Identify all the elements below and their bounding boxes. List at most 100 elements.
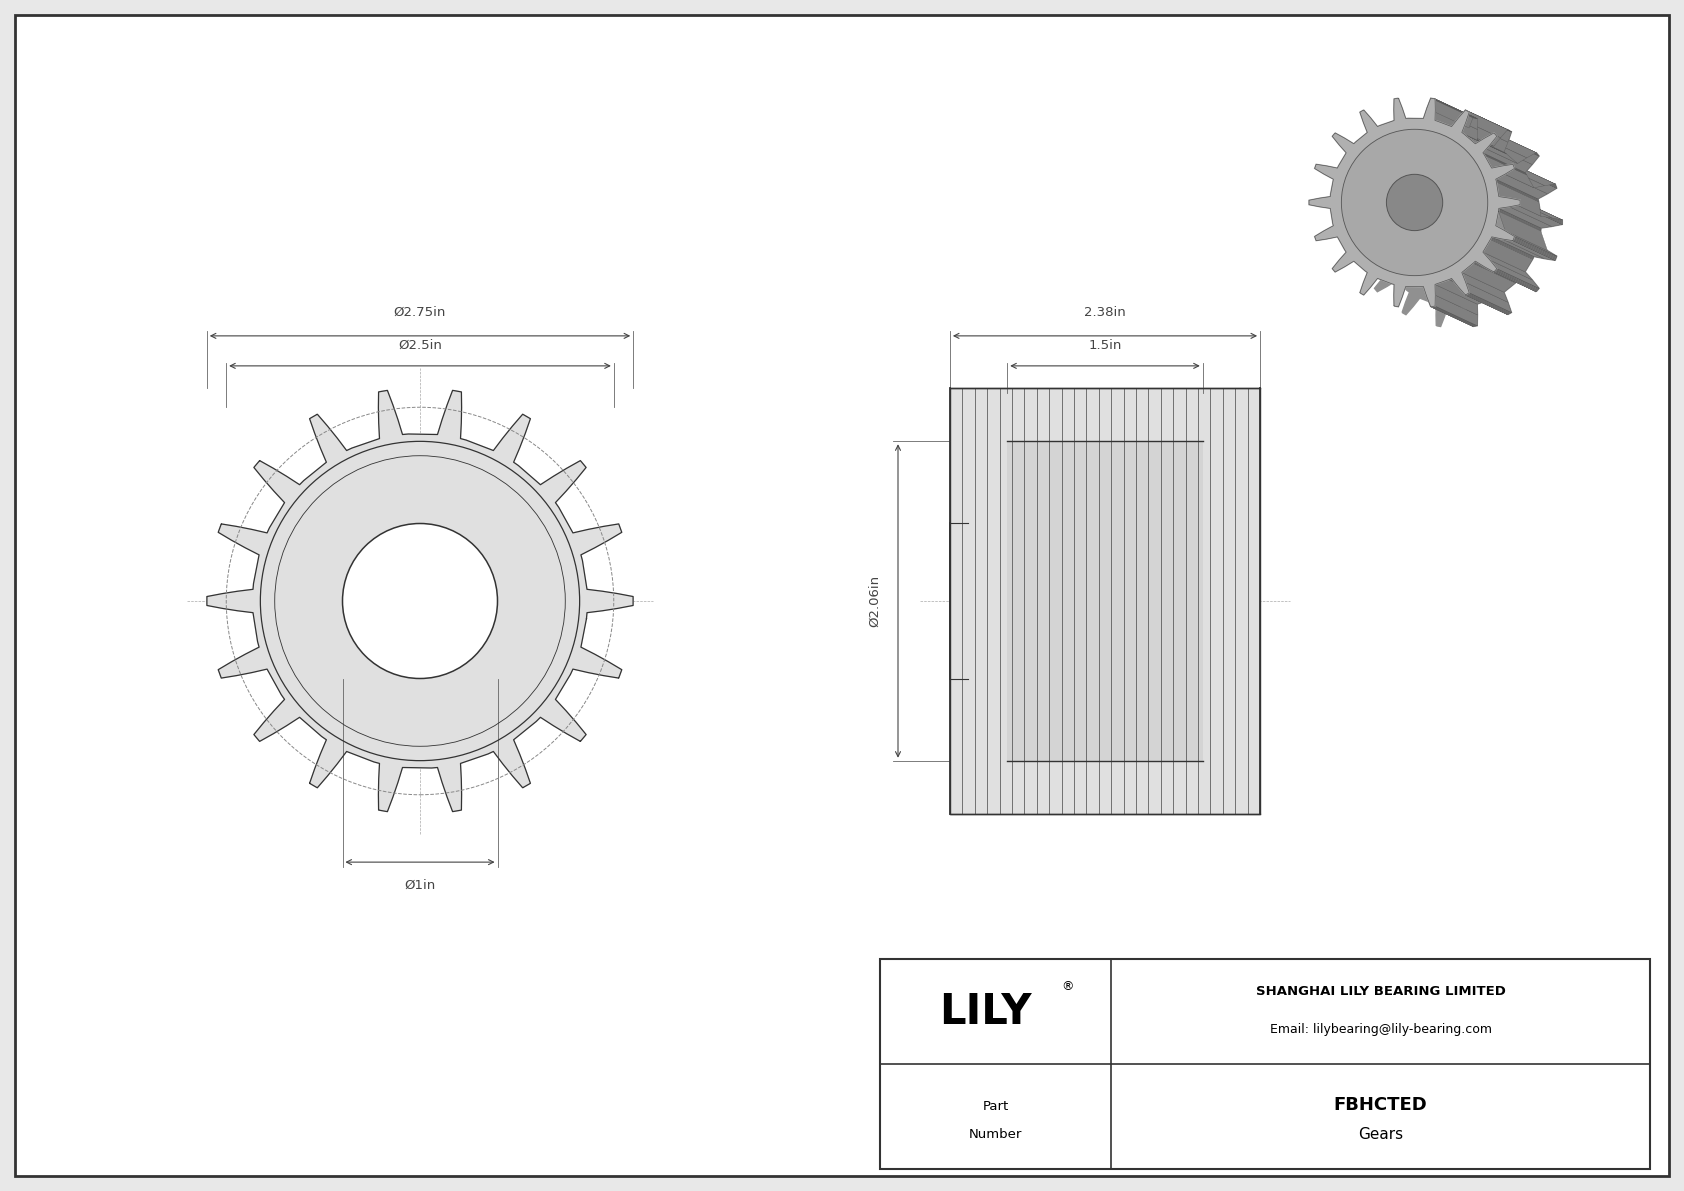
Polygon shape <box>1462 132 1505 152</box>
Polygon shape <box>1462 123 1507 152</box>
Polygon shape <box>1484 154 1526 174</box>
Polygon shape <box>1499 210 1541 230</box>
Polygon shape <box>1499 197 1551 218</box>
Polygon shape <box>1484 252 1532 280</box>
Polygon shape <box>1502 239 1556 261</box>
Polygon shape <box>1514 237 1556 256</box>
Text: LILY: LILY <box>940 991 1032 1033</box>
Polygon shape <box>1485 267 1536 292</box>
Polygon shape <box>1495 179 1537 200</box>
Polygon shape <box>1514 166 1556 186</box>
Polygon shape <box>1514 167 1556 187</box>
Polygon shape <box>1465 282 1512 312</box>
Polygon shape <box>1499 208 1541 227</box>
Polygon shape <box>1468 112 1512 132</box>
Polygon shape <box>1452 279 1500 306</box>
Text: Ø2.5in: Ø2.5in <box>397 339 441 351</box>
Polygon shape <box>1499 211 1548 250</box>
Polygon shape <box>1495 135 1539 155</box>
Polygon shape <box>1467 111 1511 131</box>
Polygon shape <box>1505 231 1556 256</box>
Polygon shape <box>1495 180 1539 201</box>
Polygon shape <box>1499 211 1541 231</box>
Circle shape <box>1342 130 1487 275</box>
Polygon shape <box>1514 237 1556 257</box>
Polygon shape <box>1509 205 1563 226</box>
Polygon shape <box>1431 306 1474 326</box>
Polygon shape <box>1351 118 1563 326</box>
Polygon shape <box>1484 239 1532 272</box>
Polygon shape <box>1475 261 1517 281</box>
Polygon shape <box>1512 164 1556 183</box>
Polygon shape <box>1494 272 1537 292</box>
Polygon shape <box>1462 273 1507 303</box>
Polygon shape <box>1514 168 1556 188</box>
Text: Ø2.06in: Ø2.06in <box>867 575 881 628</box>
Polygon shape <box>1452 118 1500 146</box>
Polygon shape <box>1435 99 1477 119</box>
Polygon shape <box>1521 202 1563 223</box>
Polygon shape <box>1474 262 1516 283</box>
Polygon shape <box>1431 98 1474 118</box>
Polygon shape <box>1490 238 1532 260</box>
Polygon shape <box>1484 152 1526 174</box>
Polygon shape <box>1490 238 1534 258</box>
Polygon shape <box>1495 269 1539 289</box>
Polygon shape <box>1485 133 1536 158</box>
Polygon shape <box>1431 306 1475 326</box>
Text: Part: Part <box>982 1100 1009 1114</box>
Text: 2.38in: 2.38in <box>1084 306 1127 319</box>
Polygon shape <box>1465 110 1507 130</box>
Polygon shape <box>1435 295 1477 325</box>
Polygon shape <box>1492 237 1534 256</box>
Text: 1.5in: 1.5in <box>1088 339 1122 351</box>
Polygon shape <box>1521 200 1563 222</box>
Polygon shape <box>1431 307 1474 326</box>
Polygon shape <box>1462 132 1504 152</box>
Polygon shape <box>1452 279 1494 298</box>
Polygon shape <box>1463 133 1507 154</box>
Polygon shape <box>1497 181 1539 201</box>
Bar <box>1007 442 1202 761</box>
Text: Ø2.75in: Ø2.75in <box>394 306 446 319</box>
Polygon shape <box>1512 239 1556 261</box>
Polygon shape <box>1475 261 1517 281</box>
Polygon shape <box>1468 293 1512 313</box>
Polygon shape <box>1435 99 1477 119</box>
Polygon shape <box>1474 262 1517 282</box>
Polygon shape <box>1465 295 1507 314</box>
Polygon shape <box>1499 207 1551 227</box>
Polygon shape <box>1433 306 1477 326</box>
Polygon shape <box>1438 121 1494 146</box>
Circle shape <box>1386 174 1443 231</box>
Polygon shape <box>1494 133 1536 152</box>
Polygon shape <box>1448 279 1492 299</box>
Polygon shape <box>1521 200 1563 220</box>
Polygon shape <box>1431 98 1474 118</box>
Polygon shape <box>1458 110 1507 138</box>
Polygon shape <box>1492 237 1544 258</box>
Text: Ø1in: Ø1in <box>404 879 436 892</box>
Polygon shape <box>1468 293 1512 312</box>
Polygon shape <box>1475 261 1527 287</box>
Polygon shape <box>1467 294 1509 314</box>
Circle shape <box>342 524 497 679</box>
Polygon shape <box>1450 279 1494 299</box>
Polygon shape <box>1435 120 1477 141</box>
Polygon shape <box>1450 279 1494 299</box>
Polygon shape <box>1490 260 1539 288</box>
Polygon shape <box>1512 241 1556 261</box>
Text: FBHCTED: FBHCTED <box>1334 1096 1428 1114</box>
Polygon shape <box>1475 138 1527 163</box>
Polygon shape <box>1497 182 1541 217</box>
Polygon shape <box>1426 98 1474 127</box>
Polygon shape <box>1505 168 1556 194</box>
Text: Email: lilybearing@lily-bearing.com: Email: lilybearing@lily-bearing.com <box>1270 1023 1492 1036</box>
Polygon shape <box>1495 179 1537 199</box>
Text: SHANGHAI LILY BEARING LIMITED: SHANGHAI LILY BEARING LIMITED <box>1256 985 1505 998</box>
Polygon shape <box>1433 99 1477 118</box>
Polygon shape <box>1509 198 1563 220</box>
Text: Gears: Gears <box>1357 1127 1403 1142</box>
Polygon shape <box>1435 280 1490 304</box>
Polygon shape <box>1468 112 1512 132</box>
